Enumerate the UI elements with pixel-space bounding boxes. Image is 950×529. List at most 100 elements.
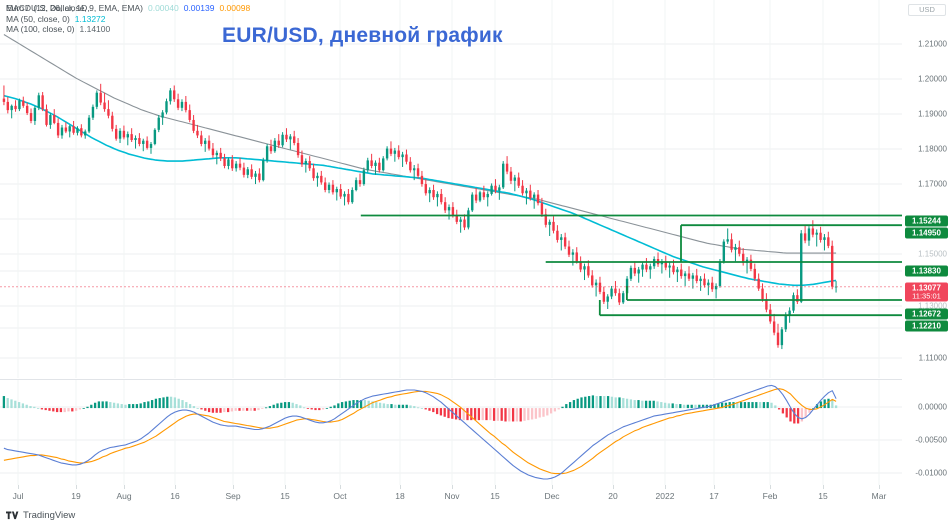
macd-hist-bar <box>173 397 177 409</box>
candle-body <box>695 275 698 282</box>
candlestick-series[interactable] <box>2 83 838 350</box>
level-lines[interactable] <box>360 214 902 317</box>
macd-hist-bar <box>112 402 116 409</box>
candle-body <box>606 296 609 302</box>
candle-body <box>734 247 737 250</box>
macd-hist-bar <box>451 408 454 419</box>
macd-histogram <box>2 395 838 424</box>
macd-hist-bar <box>348 400 351 409</box>
candle-body <box>478 192 482 201</box>
macd-hist-bar <box>219 408 222 413</box>
macd-hist-bar <box>511 408 515 422</box>
macd-hist-bar <box>291 402 294 409</box>
macd-hist-bar <box>67 408 70 412</box>
macd-hist-bar <box>226 408 230 413</box>
macd-hist-bar <box>580 397 583 409</box>
macd-hist-bar <box>409 405 412 409</box>
candle-body <box>114 128 118 139</box>
macd-hist-bar <box>397 404 401 409</box>
time-axis-tick <box>340 485 341 489</box>
price-chart-canvas[interactable] <box>0 0 902 378</box>
candle-body <box>254 173 257 177</box>
ma100-legend-row[interactable]: MA (100, close, 0) 1.14100 <box>6 24 110 35</box>
time-axis-tick <box>552 485 553 489</box>
candle-body <box>803 233 807 241</box>
macd-hist-bar <box>52 408 55 412</box>
candle-body <box>188 110 191 120</box>
macd-hist-bar <box>561 406 564 409</box>
candle-body <box>68 126 71 132</box>
candle-body <box>72 126 75 133</box>
macd-hist-bar <box>181 400 184 409</box>
candle-body <box>165 101 168 113</box>
time-axis-label: 19 <box>71 491 81 501</box>
candle-body <box>347 193 350 203</box>
macd-hist-bar <box>295 404 298 409</box>
price-pane[interactable] <box>0 0 902 378</box>
macd-chart-canvas[interactable] <box>0 380 902 485</box>
candle-body <box>200 135 203 144</box>
time-axis-label: 16 <box>170 491 180 501</box>
time-axis-label: Aug <box>116 491 132 501</box>
candle-body <box>830 245 834 287</box>
candle-body <box>610 288 613 297</box>
level-price-tag[interactable]: 1.14950 <box>905 227 948 239</box>
candle-body <box>811 228 815 235</box>
macd-hist-bar <box>732 402 735 409</box>
macd-hist-bar <box>139 403 142 409</box>
candle-body <box>107 109 110 116</box>
macd-hist-bar <box>777 408 781 410</box>
macd-name[interactable]: MACD (12, 26, close, 9, EMA, EMA) <box>6 3 143 13</box>
macd-hist-bar <box>416 407 420 409</box>
current-price-tag[interactable]: 1.13077 11:35:01 <box>905 282 948 302</box>
macd-hist-bar <box>667 403 671 409</box>
candle-body <box>33 107 37 121</box>
candle-body <box>796 295 799 302</box>
price-pane-legend: Euro / U.S. Dollar, 1D, MA (50, close, 0… <box>6 3 110 35</box>
level-price-tag[interactable]: 1.15244 <box>905 215 948 227</box>
candle-body <box>354 180 358 190</box>
macd-hist-bar <box>812 408 815 409</box>
macd-hist-bar <box>671 403 674 409</box>
symbol-label[interactable]: Euro / U.S. Dollar, 1D, <box>6 3 90 13</box>
price-axis-tick: 1.21000 <box>918 39 947 49</box>
candle-body <box>625 278 629 294</box>
macd-hist-bar <box>701 404 705 409</box>
macd-hist-bar <box>606 396 610 409</box>
macd-hist-bar <box>150 400 154 409</box>
level-price-tag[interactable]: 1.12672 <box>905 308 948 320</box>
price-scale[interactable]: USD 1.21000 1.20000 1.19000 1.18000 1.17000 1… <box>902 0 950 485</box>
macd-pane[interactable] <box>0 380 902 485</box>
candle-body <box>14 105 17 110</box>
macd-hist-bar <box>565 404 568 409</box>
macd-hist-bar <box>36 408 40 409</box>
candle-body <box>556 230 559 240</box>
macd-hist-bar <box>44 408 47 411</box>
tradingview-logo[interactable]: TradingView <box>6 510 75 521</box>
macd-hist-bar <box>781 408 785 414</box>
candle-body <box>370 160 373 166</box>
macd-hist-bar <box>329 406 332 409</box>
ma50-legend-row[interactable]: MA (50, close, 0) 1.13272 <box>6 14 110 25</box>
macd-hist-bar <box>378 402 382 409</box>
time-scale[interactable]: Jul 19 Aug 16 Sep 15 Oct 18 Nov 15 Dec 20 2022 17 Feb 1… <box>0 485 950 507</box>
candle-body <box>409 161 412 171</box>
candle-body <box>250 169 253 177</box>
macd-hist-bar <box>713 404 716 409</box>
macd-hist-bar <box>618 397 621 409</box>
macd-hist-bar <box>55 408 59 413</box>
candle-body <box>130 134 133 141</box>
macd-hist-bar <box>234 408 237 411</box>
macd-hist-bar <box>698 404 701 409</box>
macd-hist-bar <box>299 405 302 409</box>
level-price-tag[interactable]: 1.13830 <box>905 265 948 277</box>
macd-hist-bar <box>808 408 811 413</box>
macd-hist-bar <box>215 408 218 413</box>
candle-body <box>548 221 551 225</box>
candle-body <box>482 192 486 198</box>
macd-hist-bar <box>599 396 602 409</box>
level-price-tag[interactable]: 1.12210 <box>905 320 948 332</box>
price-axis-tick: 1.20000 <box>918 74 947 84</box>
candle-body <box>730 239 733 250</box>
candle-body <box>95 92 99 107</box>
